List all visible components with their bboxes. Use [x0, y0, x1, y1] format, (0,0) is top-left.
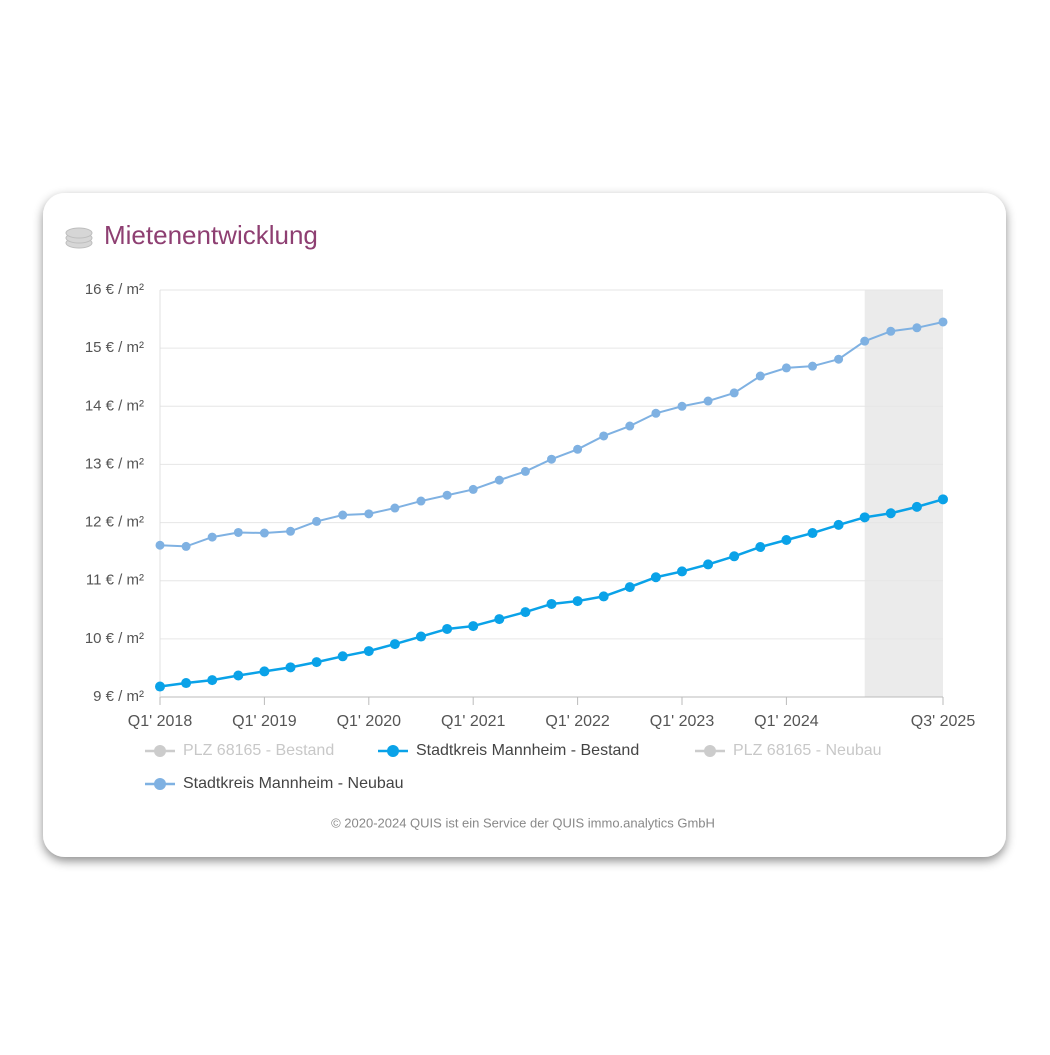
data-point [808, 361, 817, 371]
card [43, 193, 1006, 857]
data-point [625, 421, 635, 431]
legend-label: Stadtkreis Mannheim - Neubau [183, 775, 404, 792]
data-point [912, 323, 922, 333]
data-point [729, 551, 740, 562]
legend-symbol-dot [154, 745, 166, 757]
data-point [286, 526, 295, 536]
data-point [338, 510, 348, 520]
data-point [494, 475, 504, 485]
x-tick-label: Q1' 2021 [441, 713, 506, 730]
data-point [911, 501, 922, 512]
data-point [938, 317, 948, 327]
x-tick-label: Q1' 2024 [754, 713, 819, 730]
data-point [781, 363, 791, 373]
data-point [442, 490, 452, 500]
legend-symbol-dot [154, 778, 166, 790]
data-point [834, 354, 844, 364]
y-tick-label: 16 € / m² [85, 281, 144, 298]
data-point [755, 371, 765, 381]
data-point [233, 670, 244, 681]
coin-icon [65, 227, 93, 249]
data-point [389, 639, 400, 650]
data-point [938, 494, 948, 505]
chart-title: Mietenentwicklung [104, 220, 318, 250]
data-point [337, 651, 348, 662]
data-point [573, 444, 583, 454]
data-point [572, 596, 583, 607]
data-point [364, 509, 374, 519]
y-tick-label: 13 € / m² [85, 455, 144, 472]
x-tick-label: Q3' 2025 [911, 713, 976, 730]
data-point [677, 401, 687, 411]
y-tick-label: 9 € / m² [93, 688, 144, 705]
data-point [651, 408, 661, 418]
legend-label: Stadtkreis Mannheim - Bestand [416, 742, 639, 759]
y-tick-label: 14 € / m² [85, 397, 144, 414]
legend-label: PLZ 68165 - Neubau [733, 742, 882, 759]
data-point [181, 678, 192, 689]
data-point [807, 528, 818, 539]
data-point [259, 528, 269, 538]
data-point [886, 326, 896, 336]
data-point [468, 621, 479, 632]
data-point [390, 503, 400, 513]
data-point [547, 454, 556, 464]
data-point [650, 572, 661, 583]
data-point [599, 431, 609, 441]
y-tick-label: 10 € / m² [85, 630, 144, 647]
data-point [755, 541, 766, 552]
data-point [285, 662, 296, 673]
data-point [312, 516, 322, 526]
data-point [442, 623, 453, 634]
data-point [703, 559, 714, 570]
x-tick-label: Q1' 2023 [650, 713, 715, 730]
data-point [207, 532, 217, 542]
forecast-band [864, 290, 943, 697]
y-tick-label: 11 € / m² [86, 572, 144, 589]
x-tick-label: Q1' 2020 [337, 713, 402, 730]
data-point [859, 512, 870, 523]
data-point [416, 496, 426, 506]
y-tick-label: 12 € / m² [85, 514, 144, 531]
data-point [155, 540, 165, 550]
data-point [207, 675, 218, 686]
data-point [729, 388, 739, 398]
data-point [520, 607, 531, 618]
data-point [860, 336, 870, 346]
data-point [259, 666, 270, 677]
data-point [155, 681, 165, 692]
data-point [468, 484, 478, 494]
data-point [416, 631, 426, 642]
data-point [677, 566, 687, 577]
data-point [233, 527, 243, 537]
data-point [781, 535, 792, 546]
data-point [311, 657, 322, 668]
legend-symbol-dot [704, 745, 716, 757]
legend-symbol-dot [387, 745, 399, 757]
x-tick-label: Q1' 2018 [128, 713, 193, 730]
data-point [885, 508, 896, 519]
data-point [833, 519, 844, 530]
x-tick-label: Q1' 2022 [545, 713, 610, 730]
data-point [181, 541, 191, 551]
data-point [494, 614, 505, 625]
data-point [624, 582, 635, 593]
y-tick-label: 15 € / m² [85, 339, 144, 356]
data-point [703, 396, 713, 406]
data-point [598, 591, 609, 602]
footer: © 2020-2024 QUIS ist ein Service der QUI… [331, 815, 715, 830]
legend-label: PLZ 68165 - Bestand [183, 742, 334, 759]
data-point [363, 646, 374, 657]
x-tick-label: Q1' 2019 [232, 713, 297, 730]
data-point [546, 598, 557, 609]
data-point [520, 466, 530, 476]
